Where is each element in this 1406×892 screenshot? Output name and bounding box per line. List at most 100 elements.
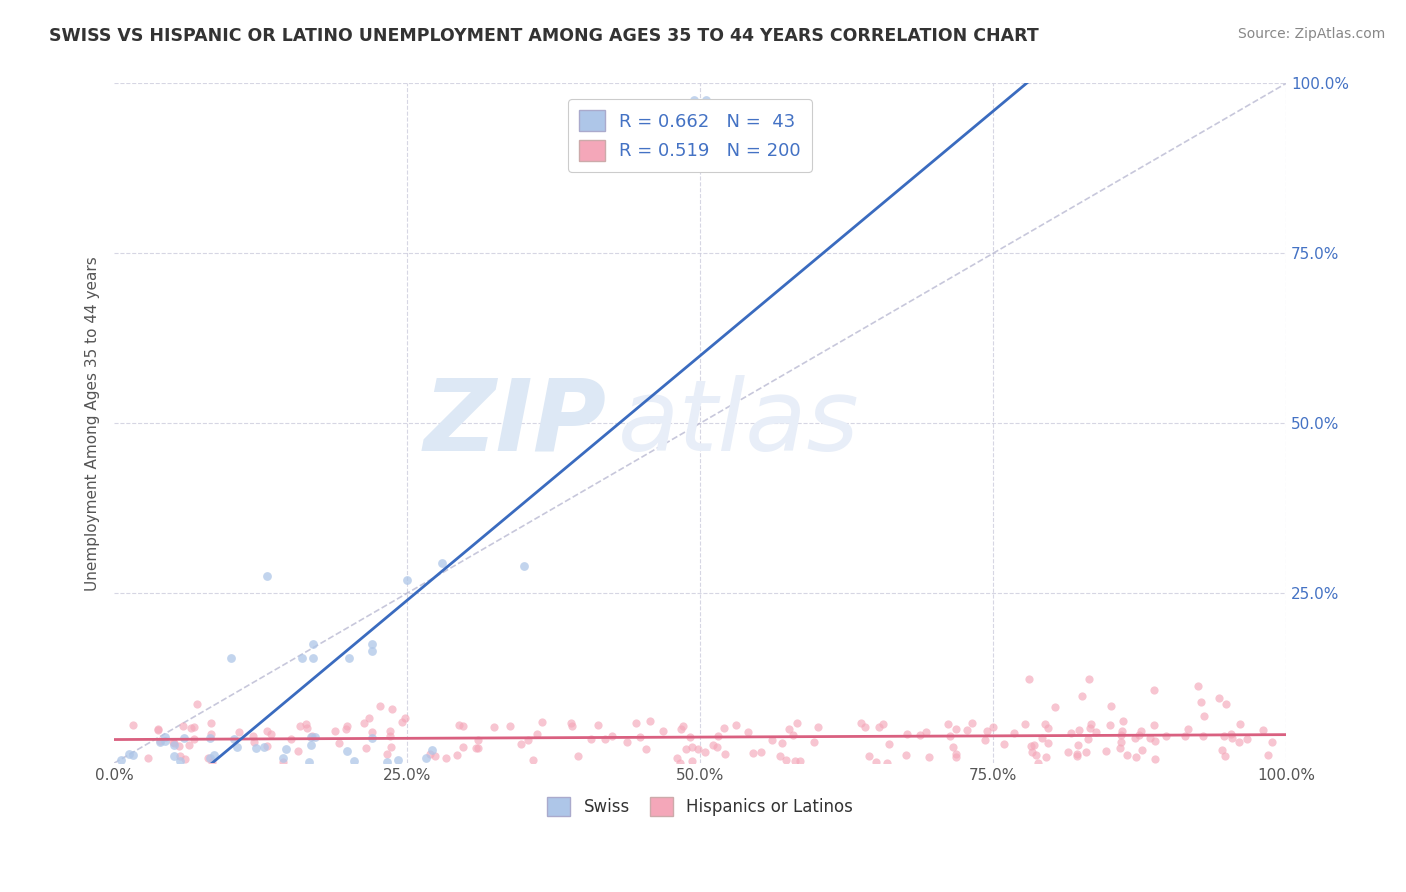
- Point: [1021, 745, 1043, 759]
- Point: [702, 738, 724, 752]
- Point: [681, 740, 703, 755]
- Point: [683, 94, 706, 108]
- Point: [149, 735, 172, 749]
- Text: SWISS VS HISPANIC OR LATINO UNEMPLOYMENT AMONG AGES 35 TO 44 YEARS CORRELATION C: SWISS VS HISPANIC OR LATINO UNEMPLOYMENT…: [49, 27, 1039, 45]
- Point: [531, 715, 554, 730]
- Point: [1109, 735, 1132, 749]
- Point: [271, 751, 294, 765]
- Point: [245, 741, 267, 756]
- Point: [304, 730, 326, 744]
- Point: [180, 721, 202, 735]
- Point: [936, 716, 959, 731]
- Point: [1130, 723, 1153, 738]
- Point: [138, 750, 160, 764]
- Point: [256, 569, 278, 583]
- Point: [224, 731, 246, 746]
- Point: [323, 723, 346, 738]
- Point: [378, 723, 401, 738]
- Point: [1229, 717, 1251, 731]
- Point: [359, 711, 381, 725]
- Point: [295, 717, 318, 731]
- Point: [155, 730, 177, 744]
- Point: [302, 637, 325, 651]
- Point: [465, 741, 488, 756]
- Point: [276, 742, 298, 756]
- Point: [297, 755, 319, 769]
- Point: [1078, 673, 1101, 687]
- Point: [510, 737, 533, 751]
- Point: [567, 748, 589, 763]
- Point: [361, 644, 384, 658]
- Point: [1077, 732, 1099, 747]
- Point: [724, 718, 747, 732]
- Point: [1115, 747, 1137, 762]
- Point: [415, 751, 437, 765]
- Point: [993, 737, 1015, 751]
- Point: [858, 749, 880, 764]
- Point: [872, 717, 894, 731]
- Point: [1261, 735, 1284, 749]
- Point: [782, 728, 804, 742]
- Point: [579, 731, 602, 746]
- Point: [201, 755, 224, 769]
- Point: [186, 697, 208, 711]
- Point: [1028, 756, 1050, 770]
- Point: [1018, 672, 1040, 686]
- Point: [1014, 717, 1036, 731]
- Point: [260, 727, 283, 741]
- Point: [976, 724, 998, 739]
- Point: [381, 702, 404, 716]
- Point: [586, 717, 609, 731]
- Point: [707, 729, 730, 743]
- Point: [391, 715, 413, 730]
- Point: [423, 748, 446, 763]
- Point: [256, 724, 278, 739]
- Point: [749, 746, 772, 760]
- Point: [163, 738, 186, 752]
- Point: [915, 724, 938, 739]
- Point: [560, 716, 582, 731]
- Point: [1036, 722, 1059, 736]
- Point: [1257, 747, 1279, 762]
- Point: [1109, 741, 1132, 756]
- Point: [679, 730, 702, 744]
- Point: [118, 747, 141, 762]
- Point: [484, 720, 506, 734]
- Point: [1229, 734, 1251, 748]
- Point: [467, 733, 489, 747]
- Point: [945, 723, 967, 737]
- Point: [301, 729, 323, 743]
- Point: [1035, 750, 1057, 764]
- Point: [681, 754, 703, 768]
- Point: [1220, 727, 1243, 741]
- Point: [522, 753, 544, 767]
- Point: [1078, 721, 1101, 735]
- Point: [449, 717, 471, 731]
- Point: [1213, 749, 1236, 764]
- Point: [172, 719, 194, 733]
- Point: [634, 742, 657, 756]
- Point: [602, 729, 624, 743]
- Point: [343, 755, 366, 769]
- Point: [169, 748, 191, 763]
- Legend: Swiss, Hispanics or Latinos: Swiss, Hispanics or Latinos: [540, 790, 860, 822]
- Point: [669, 722, 692, 736]
- Point: [146, 722, 169, 736]
- Point: [803, 734, 825, 748]
- Point: [1002, 726, 1025, 740]
- Point: [226, 739, 249, 754]
- Point: [1057, 745, 1080, 759]
- Point: [256, 739, 278, 753]
- Point: [173, 731, 195, 746]
- Point: [616, 735, 638, 749]
- Point: [380, 740, 402, 755]
- Point: [672, 719, 695, 733]
- Point: [1080, 717, 1102, 731]
- Point: [361, 725, 384, 739]
- Point: [337, 650, 360, 665]
- Point: [1143, 682, 1166, 697]
- Point: [561, 719, 583, 733]
- Point: [1111, 714, 1133, 729]
- Point: [741, 747, 763, 761]
- Point: [652, 723, 675, 738]
